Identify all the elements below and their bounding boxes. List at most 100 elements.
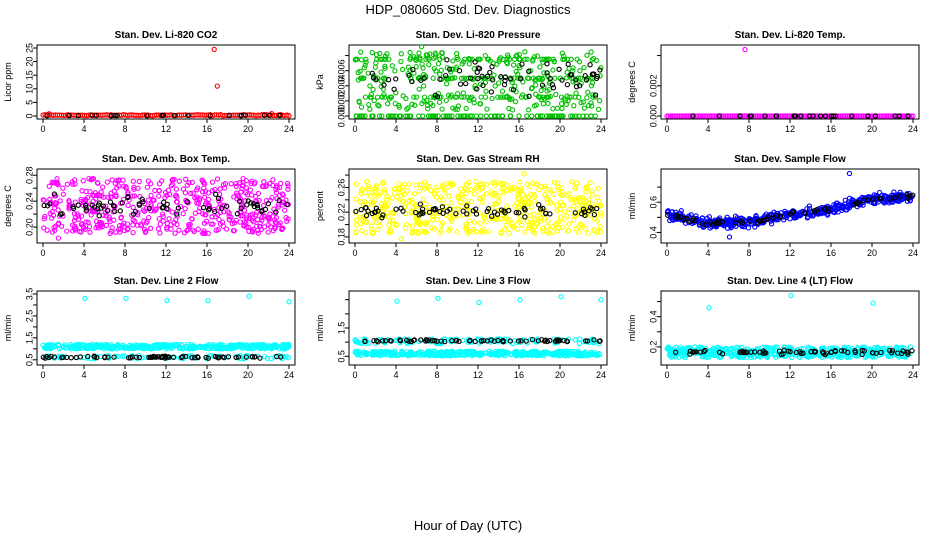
data-point <box>92 190 99 196</box>
data-point <box>779 113 785 119</box>
y-tick-label: 0.006 <box>336 59 346 82</box>
data-point <box>285 186 291 192</box>
y-axis-label: Licor ppm <box>3 62 13 102</box>
data-point <box>570 113 576 119</box>
data-point <box>82 202 89 208</box>
data-point <box>430 75 436 81</box>
data-point <box>806 203 813 209</box>
data-point <box>573 199 580 205</box>
data-point <box>41 216 47 222</box>
data-point <box>525 200 532 207</box>
data-point <box>365 186 371 192</box>
data-point <box>538 206 544 212</box>
data-point <box>86 224 93 230</box>
data-point <box>369 49 375 56</box>
data-point <box>849 196 855 203</box>
data-point <box>551 179 558 185</box>
data-point <box>473 211 480 217</box>
data-point <box>889 113 895 119</box>
data-point <box>550 85 557 91</box>
data-point <box>573 113 579 119</box>
data-point <box>239 213 246 219</box>
data-point <box>490 192 496 198</box>
x-tick-label: 4 <box>81 248 86 258</box>
data-point <box>541 215 548 222</box>
data-point <box>378 69 384 75</box>
data-point <box>130 204 136 211</box>
data-point <box>144 184 151 190</box>
x-tick-label: 12 <box>785 124 795 134</box>
y-tick-label: 0.4 <box>648 310 658 323</box>
data-point <box>595 106 602 113</box>
data-point <box>145 197 152 203</box>
data-point <box>358 221 364 227</box>
data-point <box>527 212 533 219</box>
data-point <box>417 201 423 207</box>
data-point <box>506 230 512 236</box>
data-point <box>748 113 754 119</box>
y-tick-label: 0.5 <box>24 354 34 367</box>
data-point <box>185 112 191 119</box>
data-point <box>123 185 129 191</box>
data-point <box>148 181 154 187</box>
data-point <box>538 96 544 103</box>
data-point <box>566 191 572 197</box>
data-point <box>55 220 62 226</box>
data-point <box>547 93 553 100</box>
data-point <box>372 64 379 70</box>
data-point <box>360 75 366 81</box>
data-point <box>504 203 510 209</box>
data-point <box>93 225 99 231</box>
data-point <box>669 113 675 119</box>
data-point <box>168 183 174 189</box>
data-point <box>400 93 406 99</box>
data-point <box>522 229 528 235</box>
data-point <box>412 102 418 108</box>
data-point <box>49 229 56 235</box>
data-point <box>594 228 601 234</box>
data-point <box>439 106 445 112</box>
data-point <box>551 58 557 64</box>
data-point <box>195 226 201 232</box>
data-point <box>42 213 48 220</box>
data-point <box>804 113 810 119</box>
data-point <box>862 113 868 119</box>
data-point <box>470 208 476 214</box>
data-point <box>207 113 213 119</box>
data-point <box>570 196 576 202</box>
data-point <box>544 70 550 76</box>
data-point <box>108 194 114 200</box>
data-point <box>514 200 520 207</box>
data-point <box>697 221 703 227</box>
data-point <box>124 221 131 227</box>
y-tick-label: 0.004 <box>336 75 346 98</box>
data-point <box>409 223 416 229</box>
data-point <box>216 216 222 223</box>
panel-title: Stan. Dev. Line 3 Flow <box>426 276 531 287</box>
data-point <box>550 67 556 73</box>
data-point <box>470 226 477 232</box>
data-point <box>509 221 515 227</box>
data-point <box>369 210 375 217</box>
data-point <box>119 222 125 228</box>
data-point <box>164 192 170 198</box>
data-point <box>534 53 541 59</box>
data-point <box>508 113 514 119</box>
data-point <box>814 206 820 213</box>
data-point <box>201 230 207 236</box>
data-point <box>156 216 162 222</box>
data-point <box>413 203 419 210</box>
data-point <box>379 215 385 221</box>
x-tick-label: 24 <box>908 248 918 258</box>
x-axis-label: Hour of Day (UTC) <box>413 518 523 533</box>
data-point <box>172 112 178 119</box>
data-point <box>446 66 453 72</box>
data-point <box>365 70 371 76</box>
y-tick-label: 0.28 <box>24 166 34 184</box>
data-point <box>584 95 590 101</box>
data-point <box>534 221 540 227</box>
data-point <box>522 214 528 220</box>
data-point <box>565 61 571 67</box>
data-point <box>160 218 166 224</box>
x-tick-label: 4 <box>393 248 398 258</box>
